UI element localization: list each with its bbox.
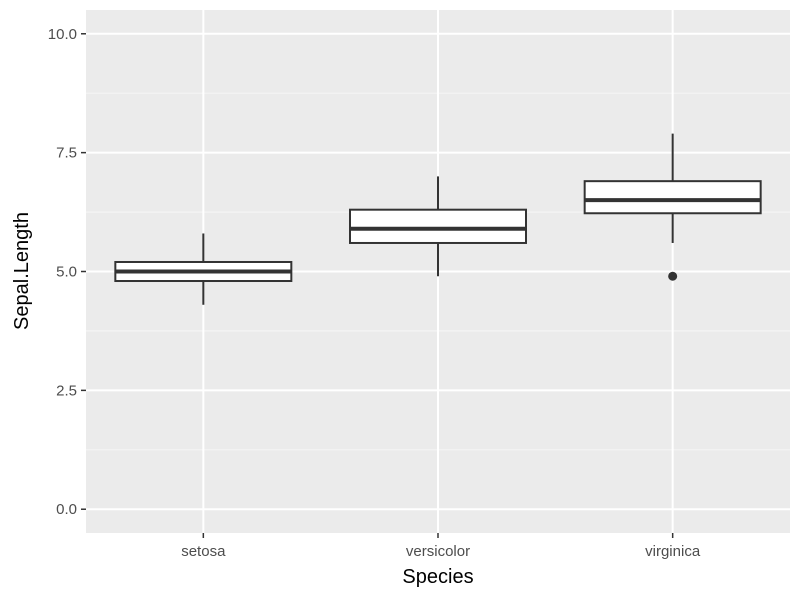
box-body	[349, 208, 527, 244]
box-virginica	[583, 133, 762, 281]
x-tick-label: versicolor	[406, 543, 470, 560]
box-versicolor	[349, 176, 527, 277]
y-tick-label: 7.5	[56, 145, 77, 162]
y-tick-label: 0.0	[56, 501, 77, 518]
x-axis-title: Species	[402, 566, 473, 588]
y-axis-ticks: 0.0 2.5 5.0 7.5 10.0	[48, 26, 86, 518]
y-tick-label: 2.5	[56, 382, 77, 399]
boxes-layer	[114, 133, 762, 305]
x-axis-ticks: setosa versicolor virginica	[181, 533, 701, 560]
y-tick-label: 10.0	[48, 26, 77, 43]
outlier-point	[668, 271, 678, 281]
y-axis-title: Sepal.Length	[11, 212, 33, 330]
y-tick-label: 5.0	[56, 264, 77, 281]
box-body	[583, 180, 762, 215]
box-setosa	[114, 233, 293, 305]
x-tick-label: setosa	[181, 543, 226, 560]
x-tick-label: virginica	[645, 543, 701, 560]
